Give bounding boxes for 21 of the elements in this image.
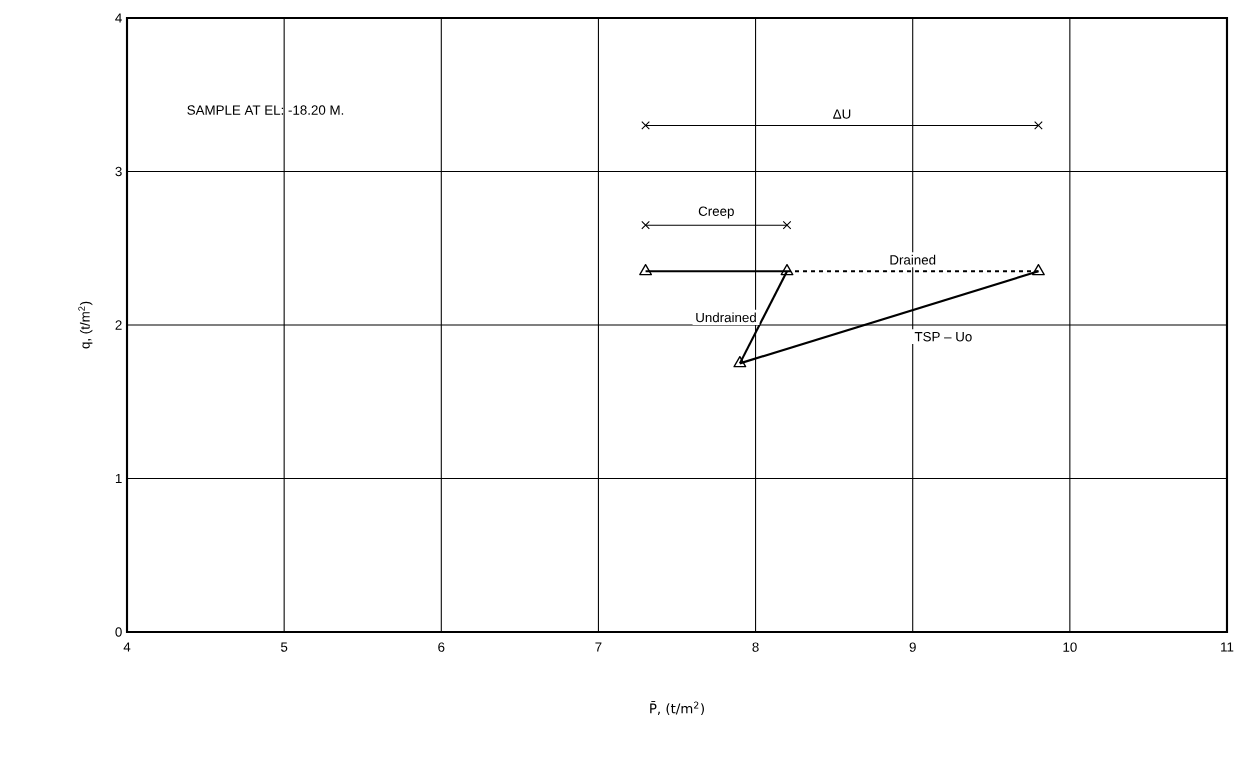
x-tick-label: 6: [438, 642, 445, 652]
x-tick-label: 8: [752, 642, 759, 652]
x-axis-title: P̄, (t/m$^{2}$): [650, 700, 704, 716]
x-tick-label: 5: [280, 642, 288, 652]
x-tick-label: 9: [909, 642, 916, 652]
y-tick-label: 4: [115, 13, 122, 23]
x-tick-label: 7: [595, 642, 602, 652]
annotation: SAMPLE AT EL: -18.20 M.: [187, 105, 344, 115]
x-tick-label: 4: [123, 642, 131, 652]
x-tick-label: 11: [1221, 642, 1234, 652]
series-label: Undrained: [696, 312, 756, 323]
series-label: ΔU: [833, 109, 851, 119]
y-tick-label: 1: [115, 473, 122, 484]
series-label: Creep: [698, 206, 734, 219]
y-tick-label: 0: [115, 627, 122, 637]
series-label: Drained: [890, 254, 936, 265]
series-label: TSP – Uo: [914, 331, 972, 342]
y-tick-label: 2: [115, 320, 122, 330]
y-axis-title: q, (t/m$^{2}$): [78, 301, 93, 349]
y-tick-label: 3: [115, 166, 122, 177]
x-tick-label: 10: [1063, 642, 1077, 652]
